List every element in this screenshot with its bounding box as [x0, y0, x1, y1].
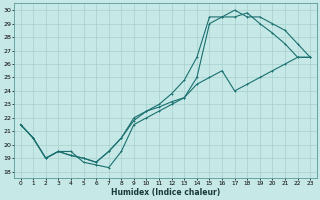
X-axis label: Humidex (Indice chaleur): Humidex (Indice chaleur) — [111, 188, 220, 197]
